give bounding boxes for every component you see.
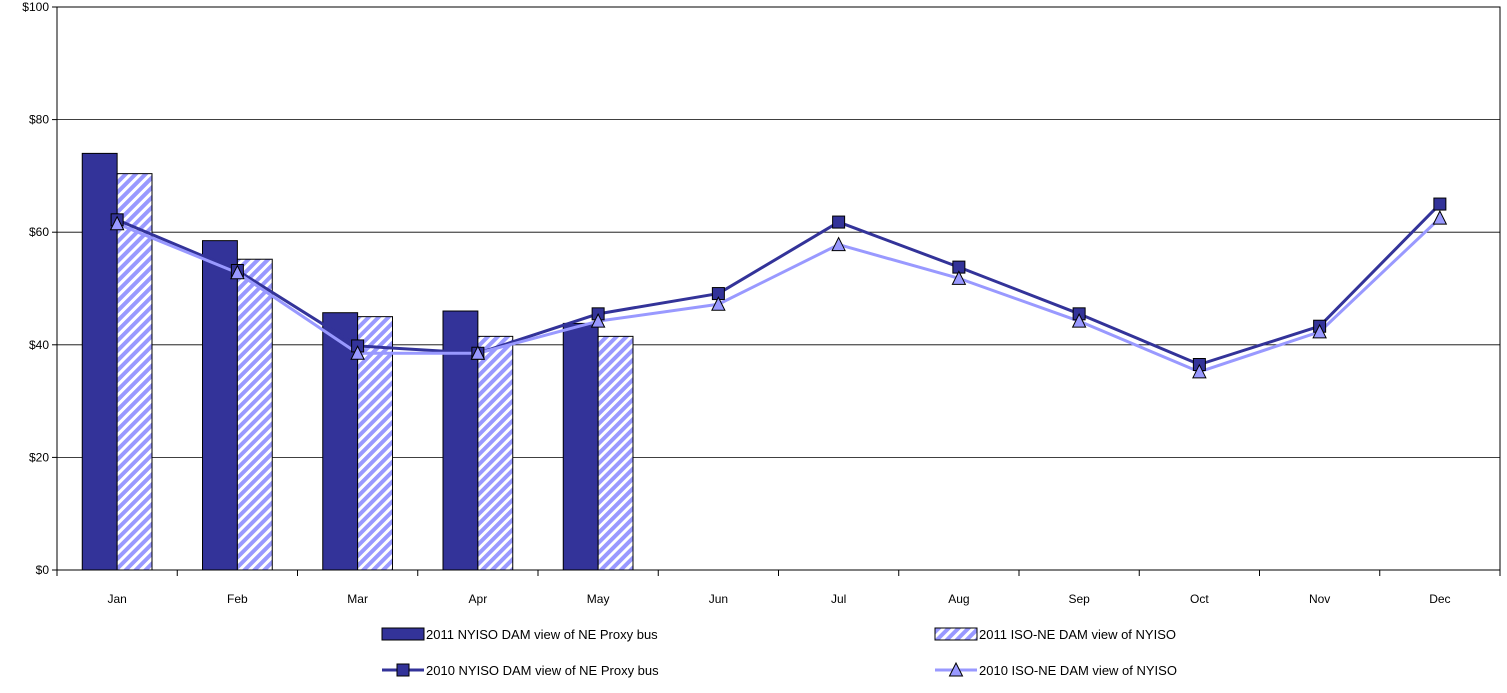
series-lines — [109, 197, 1448, 379]
marker-triangle — [109, 215, 125, 231]
marker-triangle — [230, 264, 245, 280]
legend-item: 2011 NYISO DAM view of NE Proxy bus — [381, 627, 658, 642]
marker-triangle — [470, 345, 486, 360]
gridlines — [56, 6, 1501, 571]
legend-item: 2010 NYISO DAM view of NE Proxy bus — [382, 663, 659, 678]
bar — [357, 316, 393, 571]
bars — [81, 152, 634, 571]
x-tick-label: Mar — [347, 592, 368, 606]
bar — [597, 335, 634, 571]
series-line — [116, 202, 1441, 367]
plot-area — [56, 6, 1501, 571]
marker-triangle — [711, 296, 726, 311]
legend-item: 2010 ISO-NE DAM view of NYISO — [935, 661, 1177, 678]
marker-square — [396, 663, 410, 677]
bar — [236, 258, 273, 571]
series-line — [116, 217, 1441, 374]
bar — [562, 322, 599, 571]
x-tick-label: Feb — [227, 592, 248, 606]
bar — [116, 173, 153, 571]
y-tick-label: $100 — [22, 0, 49, 14]
y-tick-label: $20 — [29, 450, 49, 464]
x-tick-label: Sep — [1068, 592, 1090, 606]
marker-triangle — [948, 661, 964, 677]
legend-item: 2011 ISO-NE DAM view of NYISO — [934, 627, 1176, 642]
legend: 2011 NYISO DAM view of NE Proxy bus 2011 … — [381, 627, 1177, 678]
bar — [202, 240, 238, 571]
bar — [477, 335, 514, 571]
y-tick-label: $80 — [29, 113, 49, 127]
x-tick-label: Apr — [469, 592, 488, 606]
marker-triangle — [1312, 323, 1327, 339]
marker-triangle — [951, 270, 967, 285]
x-tick-label: Nov — [1309, 592, 1330, 606]
legend-label: 2010 NYISO DAM view of NE Proxy bus — [426, 663, 659, 678]
x-tick-label: Jan — [107, 592, 126, 606]
x-tick-label: May — [587, 592, 610, 606]
x-tick-label: Dec — [1429, 592, 1450, 606]
legend-swatch — [934, 627, 978, 641]
x-tick-label: Aug — [948, 592, 969, 606]
x-tick-label: Jun — [709, 592, 728, 606]
marker-triangle — [1432, 210, 1448, 225]
marker-triangle — [1192, 363, 1207, 379]
y-tick-label: $40 — [29, 338, 49, 352]
legend-label: 2010 ISO-NE DAM view of NYISO — [979, 663, 1177, 678]
axes: $0 $20 $40 $60 $80 $100 Jan Feb Mar Apr May Jun Jul A… — [22, 0, 1501, 606]
bar — [322, 312, 359, 571]
marker-triangle — [1071, 313, 1087, 328]
legend-label: 2011 ISO-NE DAM view of NYISO — [979, 627, 1176, 642]
marker-square — [1433, 197, 1447, 211]
legend-label: 2011 NYISO DAM view of NE Proxy bus — [426, 627, 658, 642]
marker-square — [832, 215, 846, 229]
y-tick-label: $0 — [36, 563, 50, 577]
x-tick-label: Jul — [831, 592, 846, 606]
marker-triangle — [831, 236, 846, 252]
legend-swatch — [381, 627, 425, 641]
x-tick-label: Oct — [1190, 592, 1209, 606]
marker-triangle — [350, 345, 365, 360]
marker-triangle — [590, 313, 606, 328]
y-tick-label: $60 — [29, 225, 49, 239]
